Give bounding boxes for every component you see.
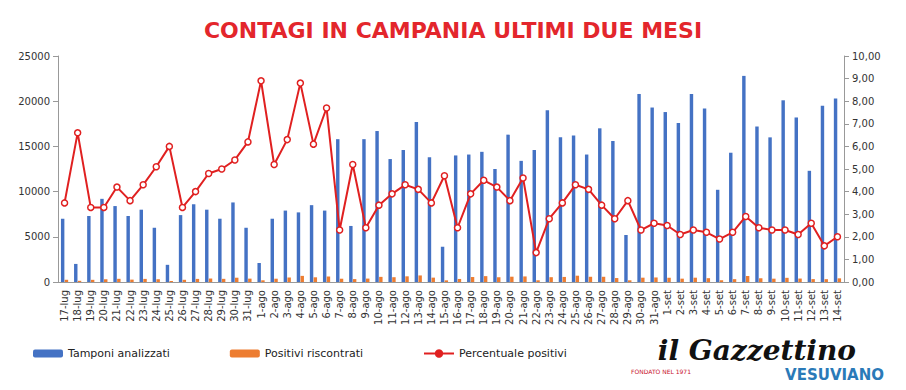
svg-text:8-ago: 8-ago [347,290,358,319]
svg-text:3,00: 3,00 [852,209,874,220]
svg-text:22-ago: 22-ago [531,290,542,325]
svg-text:6,00: 6,00 [852,141,874,152]
svg-text:27-ago: 27-ago [596,290,607,325]
svg-text:3-set: 3-set [688,290,699,315]
svg-text:29-ago: 29-ago [622,290,633,325]
svg-text:5,00: 5,00 [852,164,874,175]
svg-text:12-ago: 12-ago [400,290,411,325]
svg-text:24-ago: 24-ago [557,290,568,325]
svg-text:14-set: 14-set [832,290,843,322]
svg-text:18-lug: 18-lug [72,290,83,322]
svg-text:25-ago: 25-ago [570,290,581,325]
svg-text:13-set: 13-set [819,290,830,322]
svg-text:20000: 20000 [18,96,50,107]
svg-text:10,00: 10,00 [852,51,881,62]
svg-text:2-set: 2-set [675,290,686,315]
svg-text:VESUVIANO: VESUVIANO [785,366,884,384]
svg-text:13-ago: 13-ago [413,290,424,325]
svg-text:28-lug: 28-lug [203,290,214,322]
svg-text:CONTAGI IN CAMPANIA ULTIMI DUE: CONTAGI IN CAMPANIA ULTIMI DUE MESI [204,18,702,43]
svg-text:Percentuale positivi: Percentuale positivi [459,347,567,360]
svg-text:25-lug: 25-lug [164,290,175,322]
svg-text:21-ago: 21-ago [518,290,529,325]
svg-text:17-lug: 17-lug [59,290,70,322]
svg-text:31-ago: 31-ago [649,290,660,325]
svg-text:4-set: 4-set [701,290,712,315]
svg-text:26-ago: 26-ago [583,290,594,325]
svg-text:2-ago: 2-ago [269,290,280,319]
svg-text:22-lug: 22-lug [125,290,136,322]
svg-text:12-set: 12-set [806,290,817,322]
svg-text:25000: 25000 [18,51,50,62]
svg-text:31-lug: 31-lug [242,290,253,322]
svg-text:11-set: 11-set [793,290,804,322]
svg-text:15-ago: 15-ago [439,290,450,325]
svg-text:6-ago: 6-ago [321,290,332,319]
svg-text:1-ago: 1-ago [256,290,267,319]
svg-text:30-lug: 30-lug [229,290,240,322]
svg-text:17-ago: 17-ago [465,290,476,325]
svg-text:8,00: 8,00 [852,96,874,107]
svg-text:7-set: 7-set [740,290,751,315]
svg-text:FONDATO NEL 1971: FONDATO NEL 1971 [631,368,691,375]
svg-text:Positivi riscontrati: Positivi riscontrati [265,347,363,360]
svg-text:19-ago: 19-ago [491,290,502,325]
svg-text:6-set: 6-set [727,290,738,315]
svg-text:18-ago: 18-ago [478,290,489,325]
svg-text:8-set: 8-set [753,290,764,315]
svg-text:27-lug: 27-lug [190,290,201,322]
svg-text:0,00: 0,00 [852,277,874,288]
svg-text:10-ago: 10-ago [373,290,384,325]
svg-text:5-ago: 5-ago [308,290,319,319]
svg-text:7,00: 7,00 [852,118,874,129]
svg-text:1,00: 1,00 [852,254,874,265]
svg-text:3-ago: 3-ago [282,290,293,319]
svg-text:2,00: 2,00 [852,231,874,242]
svg-text:4-ago: 4-ago [295,290,306,319]
svg-text:10-set: 10-set [780,290,791,322]
svg-text:9-ago: 9-ago [360,290,371,319]
svg-text:9,00: 9,00 [852,73,874,84]
svg-text:21-lug: 21-lug [111,290,122,322]
svg-text:Tamponi analizzati: Tamponi analizzati [67,347,170,360]
svg-text:5-set: 5-set [714,290,725,315]
svg-text:5000: 5000 [25,231,50,242]
svg-text:29-lug: 29-lug [216,290,227,322]
svg-text:10000: 10000 [18,186,50,197]
svg-text:11-ago: 11-ago [387,290,398,325]
svg-text:16-ago: 16-ago [452,290,463,325]
svg-text:15000: 15000 [18,141,50,152]
svg-text:0: 0 [44,277,50,288]
svg-text:28-ago: 28-ago [609,290,620,325]
svg-text:il Gazzettino: il Gazzettino [658,334,856,367]
svg-text:19-lug: 19-lug [85,290,96,322]
svg-text:23-lug: 23-lug [138,290,149,322]
svg-text:9-set: 9-set [766,290,777,315]
svg-text:20-lug: 20-lug [98,290,109,322]
svg-text:7-ago: 7-ago [334,290,345,319]
svg-text:26-lug: 26-lug [177,290,188,322]
svg-text:20-ago: 20-ago [504,290,515,325]
svg-text:4,00: 4,00 [852,186,874,197]
svg-text:14-ago: 14-ago [426,290,437,325]
svg-text:23-ago: 23-ago [544,290,555,325]
svg-text:1-set: 1-set [662,290,673,315]
svg-text:30-ago: 30-ago [635,290,646,325]
svg-text:24-lug: 24-lug [151,290,162,322]
